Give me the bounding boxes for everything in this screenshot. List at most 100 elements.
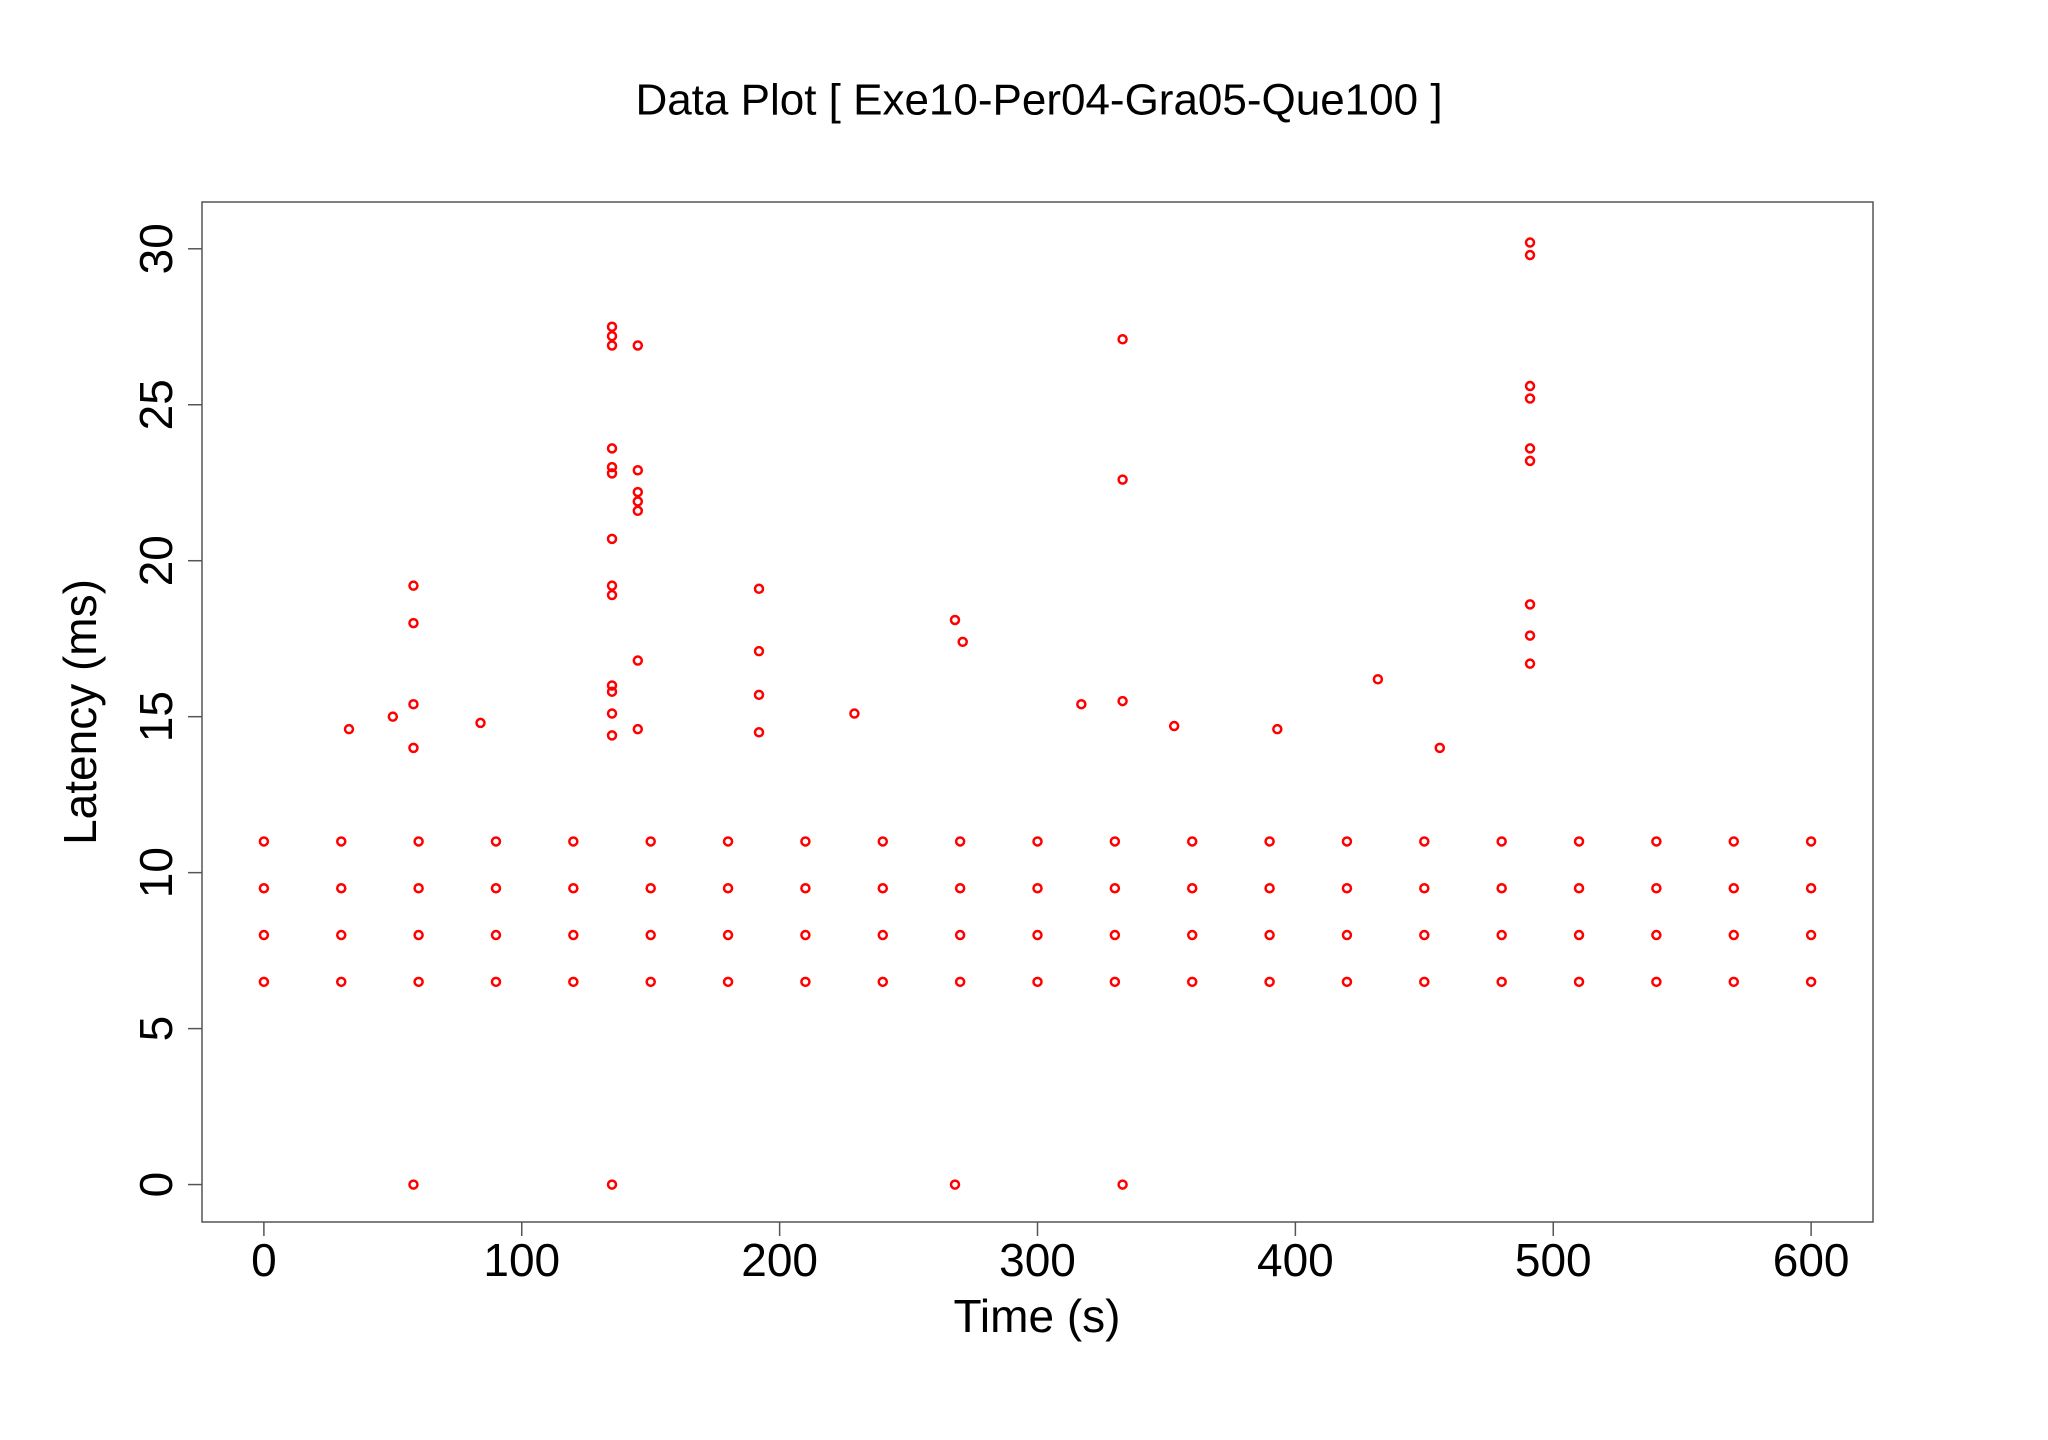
point [490, 976, 502, 988]
point [1109, 836, 1121, 847]
point [632, 723, 644, 735]
point [954, 976, 966, 988]
point [1524, 599, 1536, 610]
point [632, 486, 644, 498]
y-tick-label: 20 [130, 535, 182, 586]
y-tick-label: 5 [130, 1016, 182, 1042]
point [606, 1179, 618, 1190]
point [632, 340, 644, 351]
point [877, 836, 889, 847]
y-tick-label: 25 [130, 379, 182, 430]
point [849, 708, 860, 719]
point [1419, 836, 1430, 847]
point [722, 976, 734, 988]
x-tick-label: 600 [1773, 1234, 1850, 1286]
point [1117, 1179, 1128, 1190]
point [568, 929, 579, 941]
point [632, 465, 644, 476]
point [1524, 249, 1536, 261]
x-tick-label: 200 [741, 1234, 818, 1286]
point [1805, 929, 1817, 941]
point [753, 727, 765, 738]
point [408, 580, 419, 591]
point [387, 711, 399, 722]
point [606, 461, 618, 473]
point [1076, 698, 1087, 710]
point [1524, 658, 1536, 669]
point [1524, 237, 1536, 248]
point [1109, 929, 1121, 941]
x-tick-label: 100 [483, 1234, 560, 1286]
point [1728, 882, 1739, 894]
point [1117, 333, 1128, 345]
point [1496, 929, 1507, 941]
point [1496, 882, 1507, 894]
point [606, 680, 618, 691]
point [258, 882, 270, 894]
point [1109, 882, 1121, 894]
point [490, 836, 502, 847]
point [957, 636, 968, 648]
point [949, 1179, 961, 1190]
point [408, 617, 419, 629]
y-tick-label: 10 [130, 847, 182, 898]
point [606, 533, 618, 545]
point [1496, 836, 1507, 847]
point [606, 330, 618, 342]
point [800, 882, 811, 894]
point [1186, 836, 1198, 847]
point [954, 929, 966, 941]
point [475, 717, 486, 729]
point [753, 689, 765, 701]
point [413, 882, 424, 894]
point [1272, 723, 1283, 735]
point [408, 1179, 419, 1190]
point [1341, 882, 1353, 894]
point [1573, 929, 1585, 941]
point [753, 645, 765, 657]
point [722, 929, 734, 941]
point [645, 882, 656, 894]
point [1032, 882, 1043, 894]
point [1341, 836, 1353, 847]
x-tick-label: 500 [1515, 1234, 1592, 1286]
y-tick-label: 30 [130, 223, 182, 274]
point [568, 976, 579, 988]
point [258, 929, 270, 941]
point [1524, 443, 1536, 454]
point [1496, 976, 1507, 988]
point [606, 730, 618, 741]
point [1186, 882, 1198, 894]
point [413, 929, 424, 941]
point [1805, 976, 1817, 988]
point [1651, 929, 1662, 941]
point [336, 882, 347, 894]
point [1117, 474, 1128, 485]
point [490, 929, 502, 941]
point [258, 976, 270, 988]
point [1117, 695, 1128, 707]
point [800, 836, 811, 847]
x-tick-label: 300 [999, 1234, 1076, 1286]
point [1434, 742, 1446, 754]
point [606, 686, 618, 697]
point [1728, 976, 1739, 988]
point [1341, 929, 1353, 941]
point [1524, 380, 1536, 392]
point [722, 882, 734, 894]
point [1372, 673, 1384, 685]
point [645, 929, 656, 941]
y-axis-label: Latency (ms) [54, 579, 106, 845]
point [1573, 836, 1585, 847]
point [1524, 393, 1536, 404]
point [1728, 836, 1739, 847]
point [606, 340, 618, 351]
point [1573, 882, 1585, 894]
y-tick-label: 15 [130, 691, 182, 742]
point [1341, 976, 1353, 988]
point [413, 836, 424, 847]
point [753, 583, 765, 595]
chart-title: Data Plot [ Exe10-Per04-Gra05-Que100 ] [635, 76, 1442, 125]
point [606, 468, 618, 479]
point [1524, 630, 1536, 641]
